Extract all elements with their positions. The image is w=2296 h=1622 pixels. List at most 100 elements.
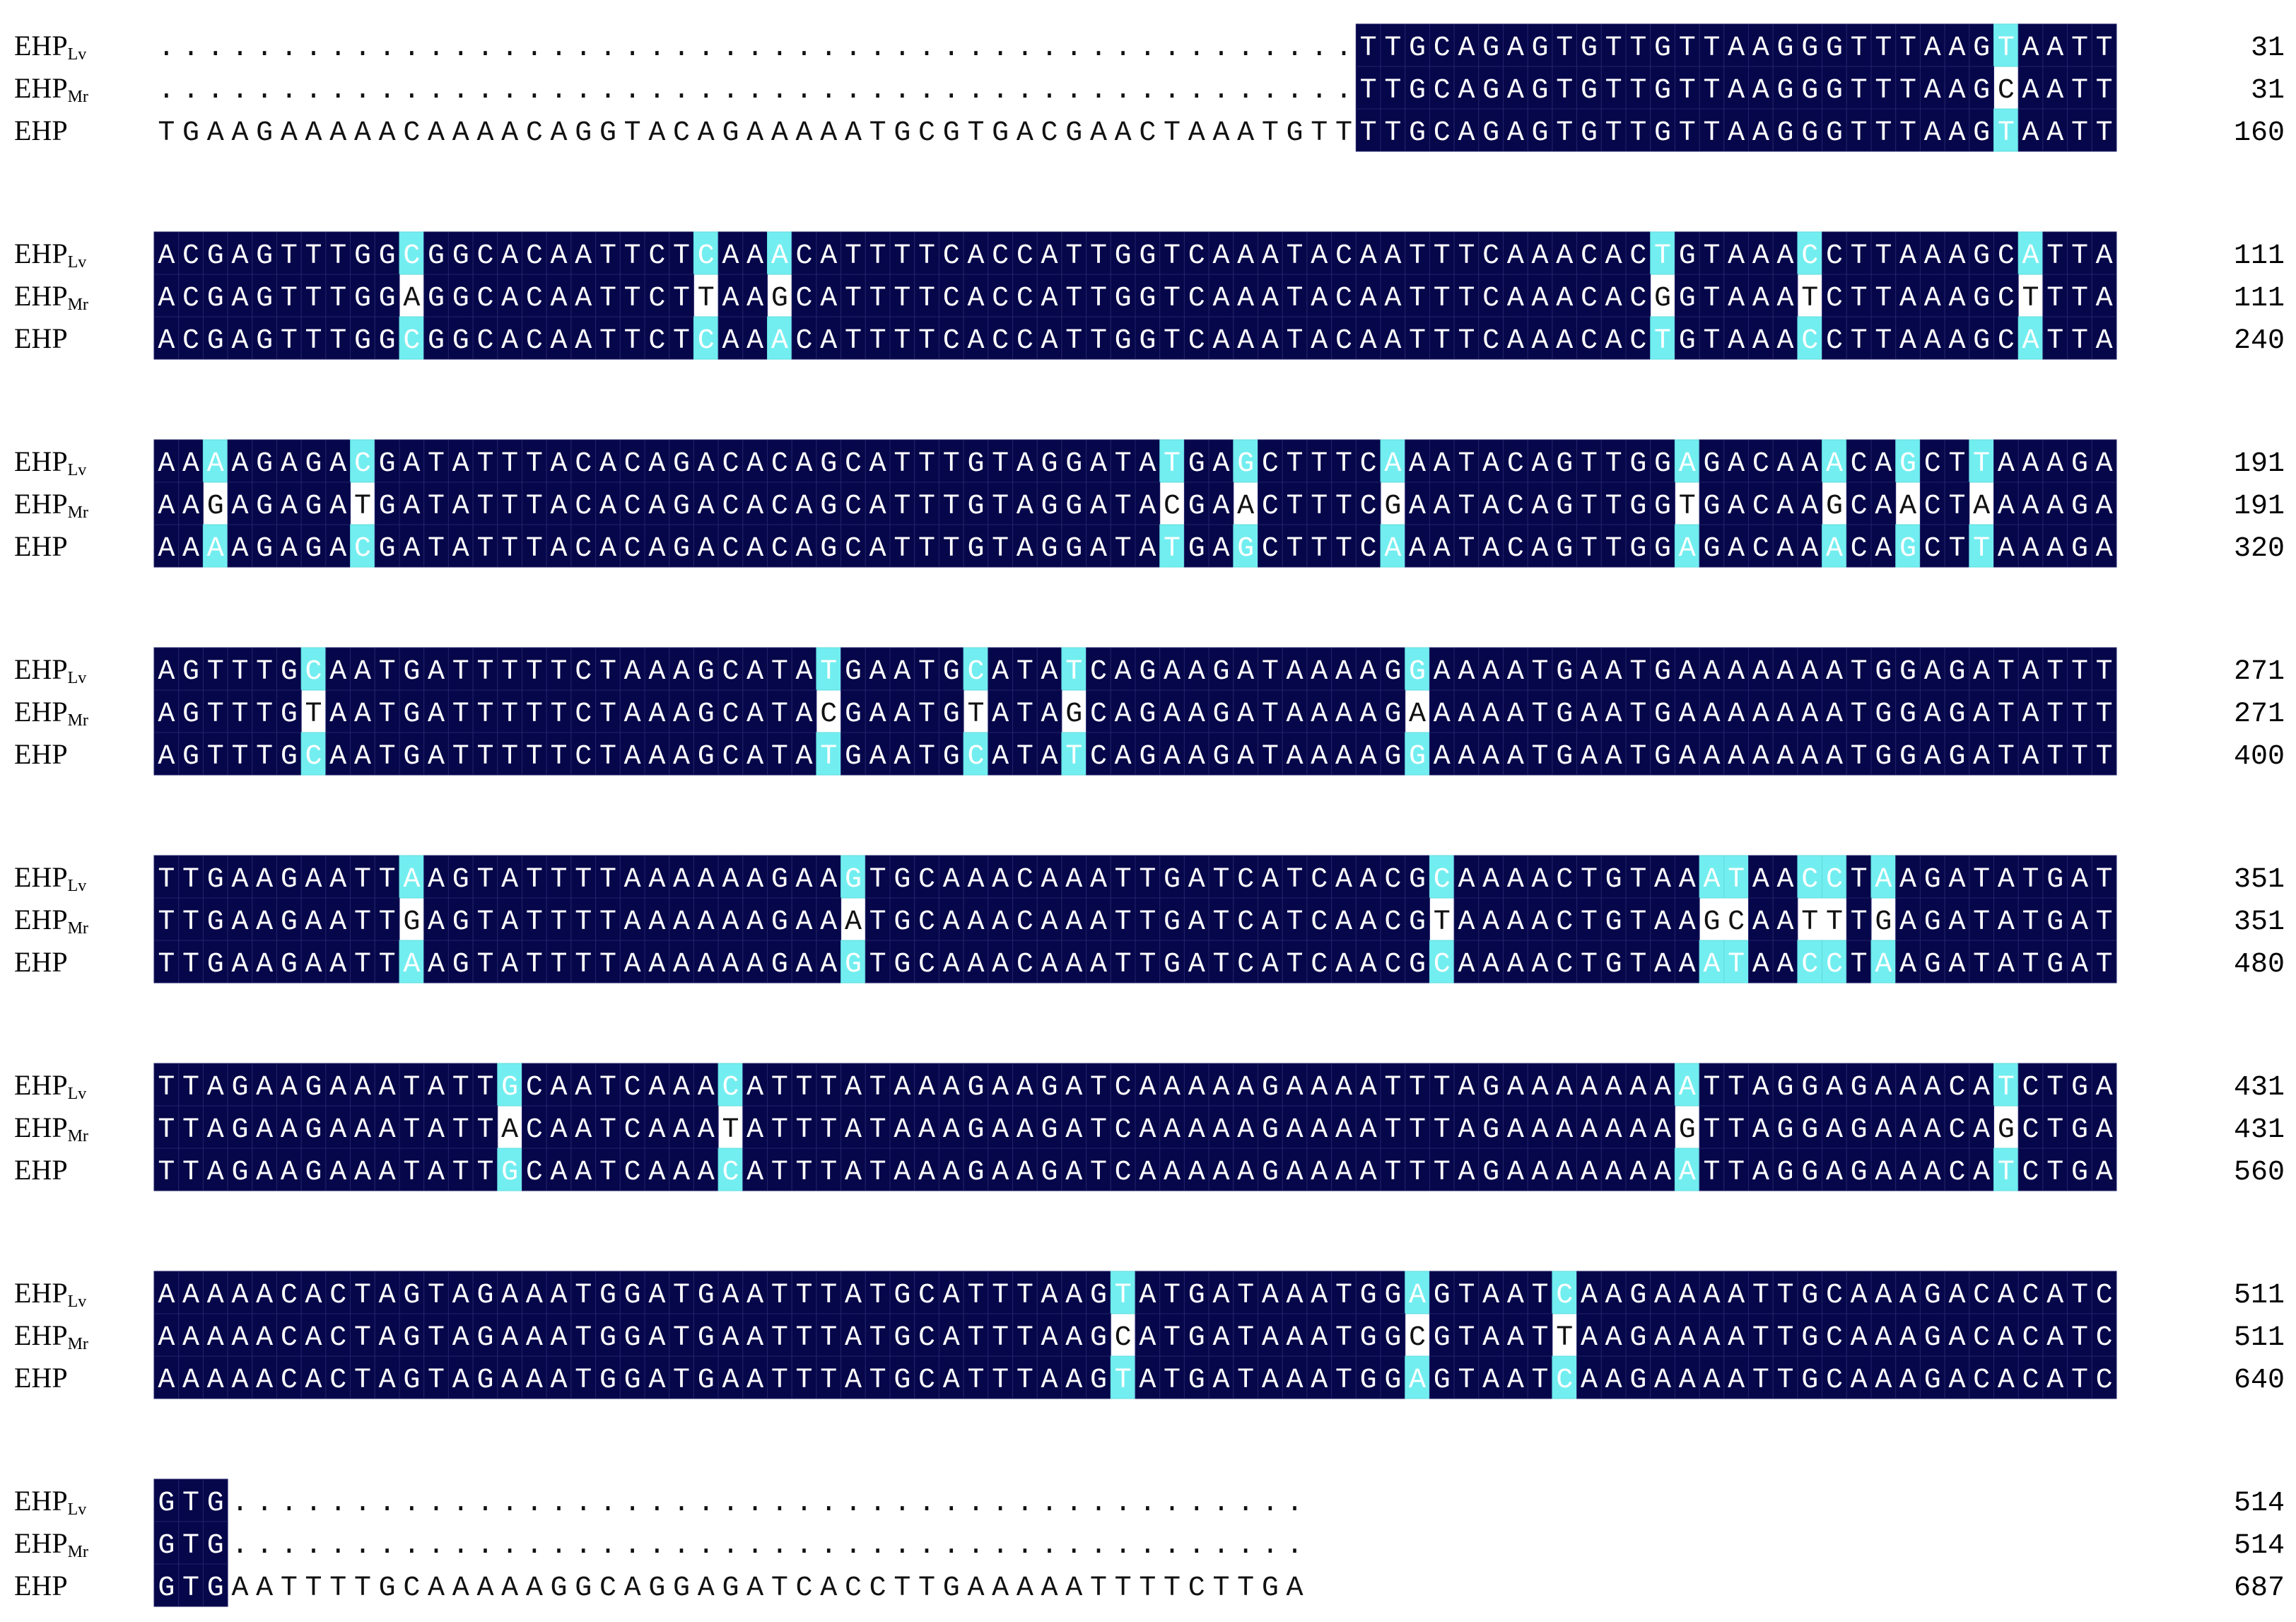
cell-shade bbox=[1552, 274, 1578, 317]
position-number: 431 bbox=[2234, 1114, 2285, 1146]
cell-shade bbox=[325, 316, 351, 360]
cell-shade bbox=[423, 316, 449, 360]
cell-shade bbox=[1380, 23, 1406, 67]
row-label: EHPMr bbox=[14, 1319, 88, 1353]
cell-shade bbox=[546, 231, 572, 275]
cell-shade bbox=[153, 231, 180, 275]
cell-shade bbox=[1748, 23, 1774, 67]
cell-shade bbox=[300, 274, 327, 317]
cell-shade bbox=[865, 274, 891, 317]
row-label: EHPLv bbox=[14, 445, 86, 479]
row-label: EHP bbox=[14, 115, 68, 146]
cell-shade bbox=[1674, 316, 1700, 360]
row-label-name: EHP bbox=[14, 1485, 68, 1517]
cell-shade bbox=[227, 316, 253, 360]
cell-shade bbox=[1478, 274, 1504, 317]
cell-shade bbox=[522, 439, 547, 483]
cell-shade bbox=[2017, 231, 2044, 275]
row-label-name: EHP bbox=[14, 530, 68, 562]
cell-shade bbox=[595, 274, 621, 317]
cell-shade bbox=[399, 231, 425, 275]
cell-shade bbox=[1674, 66, 1700, 110]
row-label-subscript: Lv bbox=[68, 877, 87, 895]
cell-shade bbox=[1650, 316, 1675, 360]
cell-shade bbox=[374, 316, 400, 360]
cell-shade bbox=[1110, 231, 1136, 275]
cell-shade bbox=[1159, 316, 1185, 360]
cell-shade bbox=[374, 439, 400, 483]
cell-shade bbox=[840, 231, 866, 275]
cell-shade bbox=[202, 231, 228, 275]
position-number: 271 bbox=[2234, 699, 2285, 730]
cell-shade bbox=[1600, 108, 1627, 152]
cell-shade bbox=[1797, 316, 1823, 360]
cell-shade bbox=[1282, 231, 1308, 275]
row-label-name: EHP bbox=[14, 696, 68, 728]
cell-shade bbox=[1625, 23, 1651, 67]
cell-shade bbox=[1453, 231, 1480, 275]
cell-shade bbox=[1600, 274, 1627, 317]
row-label-name: EHP bbox=[14, 72, 68, 104]
cell-shade bbox=[178, 274, 204, 317]
position-number: 31 bbox=[2251, 75, 2285, 107]
cell-shade bbox=[1846, 316, 1872, 360]
cell-shade bbox=[1600, 66, 1627, 110]
cell-shade bbox=[865, 316, 891, 360]
sequence: ........................................… bbox=[158, 75, 2112, 107]
row-label: EHPMr bbox=[14, 1112, 88, 1145]
alignment-block: EHPLv A G T T T G C A A T G A T T T T T C T A A A G C A T A T G A A T G C A… bbox=[14, 647, 2285, 776]
cell-shade bbox=[1674, 108, 1700, 152]
cell-shade bbox=[2017, 23, 2044, 67]
cell-shade bbox=[840, 316, 866, 360]
cell-shade bbox=[1380, 108, 1406, 152]
cell-shade bbox=[472, 316, 498, 360]
position-number: 271 bbox=[2234, 656, 2285, 688]
cell-shade bbox=[1944, 108, 1970, 152]
cell-shade bbox=[1674, 274, 1700, 317]
row-label: EHPMr bbox=[14, 488, 88, 522]
alignment-block: EHPLv T T A G A A G A A A T A T T G C A A T C A A A C A T T T A T A A A G A… bbox=[14, 1063, 2285, 1191]
cell-shade bbox=[2091, 231, 2117, 275]
cell-shade bbox=[1306, 274, 1332, 317]
cell-shade bbox=[153, 439, 180, 483]
cell-shade bbox=[914, 316, 939, 360]
cell-shade bbox=[2067, 316, 2092, 360]
cell-shade bbox=[1036, 316, 1062, 360]
cell-shade bbox=[1061, 231, 1087, 275]
cell-shade bbox=[816, 274, 842, 317]
cell-shade bbox=[1258, 274, 1283, 317]
cell-shade bbox=[644, 439, 670, 483]
row-label: EHPLv bbox=[14, 1485, 86, 1519]
cell-shade bbox=[447, 274, 474, 317]
cell-shade bbox=[669, 274, 694, 317]
cell-shade bbox=[1552, 108, 1578, 152]
cell-shade bbox=[619, 439, 645, 483]
cell-shade bbox=[1405, 231, 1430, 275]
position-number: 111 bbox=[2234, 240, 2285, 272]
cell-shade bbox=[1527, 274, 1553, 317]
cell-shade bbox=[619, 231, 645, 275]
cell-shade bbox=[1086, 231, 1111, 275]
cell-shade bbox=[202, 439, 228, 483]
cell-shade bbox=[1331, 231, 1357, 275]
row-label: EHP bbox=[14, 1570, 68, 1601]
row-label: EHPMr bbox=[14, 280, 88, 314]
cell-shade bbox=[595, 231, 621, 275]
cell-shade bbox=[1552, 66, 1578, 110]
cell-shade bbox=[644, 316, 670, 360]
cell-shade bbox=[1405, 316, 1430, 360]
position-number: 514 bbox=[2234, 1530, 2285, 1562]
cell-shade bbox=[1723, 108, 1750, 152]
row-label-subscript: Lv bbox=[68, 45, 87, 64]
cell-shade bbox=[1748, 108, 1774, 152]
position-number: 560 bbox=[2234, 1157, 2285, 1189]
position-number: 687 bbox=[2234, 1573, 2285, 1604]
row-label: EHP bbox=[14, 322, 68, 354]
row-label-name: EHP bbox=[14, 738, 68, 770]
cell-shade bbox=[1895, 231, 1921, 275]
cell-shade bbox=[1086, 274, 1111, 317]
cell-shade bbox=[570, 316, 597, 360]
cell-shade bbox=[1135, 316, 1161, 360]
row-label-name: EHP bbox=[14, 238, 68, 269]
cell-shade bbox=[767, 316, 792, 360]
